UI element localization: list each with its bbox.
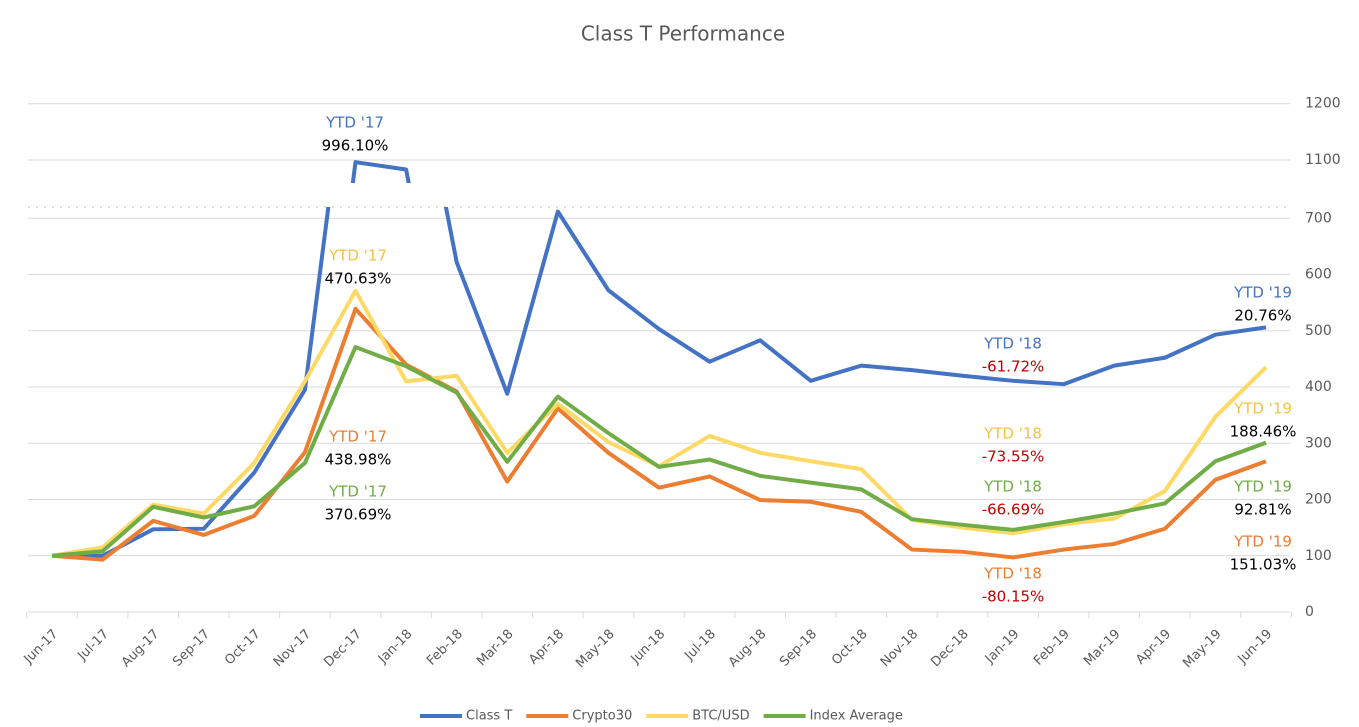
annotation-value: -80.15% <box>982 588 1045 606</box>
annotation-label: YTD '19 <box>1233 478 1292 496</box>
annotation-value: 470.63% <box>325 270 392 288</box>
annotation-label: YTD '18 <box>983 565 1042 583</box>
x-tick-label: Mar-18 <box>474 627 516 669</box>
annotation-value: -61.72% <box>982 358 1045 376</box>
series-line <box>52 476 1266 727</box>
y-tick-label: 600 <box>1305 267 1332 283</box>
annotation-label: YTD '17 <box>325 114 384 132</box>
annotation-label: YTD '19 <box>1233 400 1292 418</box>
annotation-value: 188.46% <box>1230 423 1297 441</box>
x-tick-label: Nov-18 <box>878 627 921 670</box>
x-tick-label: Sep-17 <box>170 627 213 670</box>
x-tick-label: Jan-19 <box>982 627 1023 668</box>
annotation-label: YTD '18 <box>983 478 1042 496</box>
annotation-label: YTD '19 <box>1233 284 1292 302</box>
x-tick-label: Oct-18 <box>829 627 871 669</box>
x-tick-label: Dec-18 <box>928 627 971 670</box>
x-tick-label: Aug-18 <box>726 627 770 671</box>
x-tick-label: Jul-18 <box>681 627 718 664</box>
x-tick-label: Aug-17 <box>119 627 163 671</box>
x-tick-label: Apr-18 <box>526 627 567 668</box>
x-tick-label: Jun-17 <box>21 627 62 668</box>
y-tick-label: 1100 <box>1305 152 1341 168</box>
y-tick-label: 0 <box>1305 604 1314 620</box>
annotation-label: YTD '18 <box>983 425 1042 443</box>
x-tick-label: Mar-19 <box>1081 627 1123 669</box>
annotation-value: 151.03% <box>1230 556 1297 574</box>
legend-label: Index Average <box>810 709 903 724</box>
x-tick-label: Jul-17 <box>74 627 111 664</box>
series-line <box>51 306 1267 562</box>
x-tick-label: Apr-19 <box>1133 627 1174 668</box>
series-line <box>52 207 1267 558</box>
series-line <box>52 514 1266 723</box>
x-tick-label: Jun-19 <box>1235 627 1276 668</box>
x-tick-label: Jan-18 <box>375 627 416 668</box>
annotation-label: YTD '18 <box>983 335 1042 353</box>
x-tick-label: Sep-18 <box>777 627 820 670</box>
y-tick-label: 100 <box>1305 548 1332 564</box>
legend-label: BTC/USD <box>692 709 749 724</box>
lower-panel <box>51 207 1268 562</box>
x-tick-label: May-19 <box>1180 627 1224 671</box>
x-tick-label: Oct-17 <box>222 627 264 669</box>
series-line <box>51 345 1267 558</box>
annotation-value: 996.10% <box>322 137 389 155</box>
y-tick-label: 200 <box>1305 492 1332 508</box>
x-tick-label: Feb-19 <box>1031 627 1073 669</box>
y-tick-label: 500 <box>1305 323 1332 339</box>
y-tick-label: 400 <box>1305 379 1332 395</box>
annotation-value: 370.69% <box>325 506 392 524</box>
annotation-label: YTD '17 <box>328 428 387 446</box>
annotation-value: -66.69% <box>982 501 1045 519</box>
chart-title: Class T Performance <box>581 22 785 46</box>
y-tick-label: 300 <box>1305 435 1332 451</box>
annotation-value: 92.81% <box>1234 501 1291 519</box>
x-tick-label: Dec-17 <box>321 627 364 670</box>
annotation-value: -73.55% <box>982 448 1045 466</box>
legend-label: Class T <box>466 709 512 724</box>
y-tick-label: 1200 <box>1305 96 1341 112</box>
legend-label: Crypto30 <box>572 709 632 724</box>
x-tick-label: Jun-18 <box>628 627 669 668</box>
y-tick-label: 700 <box>1305 210 1332 226</box>
x-tick-label: Feb-18 <box>424 627 466 669</box>
x-tick-label: Nov-17 <box>271 627 314 670</box>
annotation-label: YTD '17 <box>328 247 387 265</box>
annotation-value: 20.76% <box>1234 307 1291 325</box>
x-tick-label: May-18 <box>573 627 617 671</box>
annotation-label: YTD '17 <box>328 483 387 501</box>
annotation-label: YTD '19 <box>1233 533 1292 551</box>
annotation-value: 438.98% <box>325 451 392 469</box>
